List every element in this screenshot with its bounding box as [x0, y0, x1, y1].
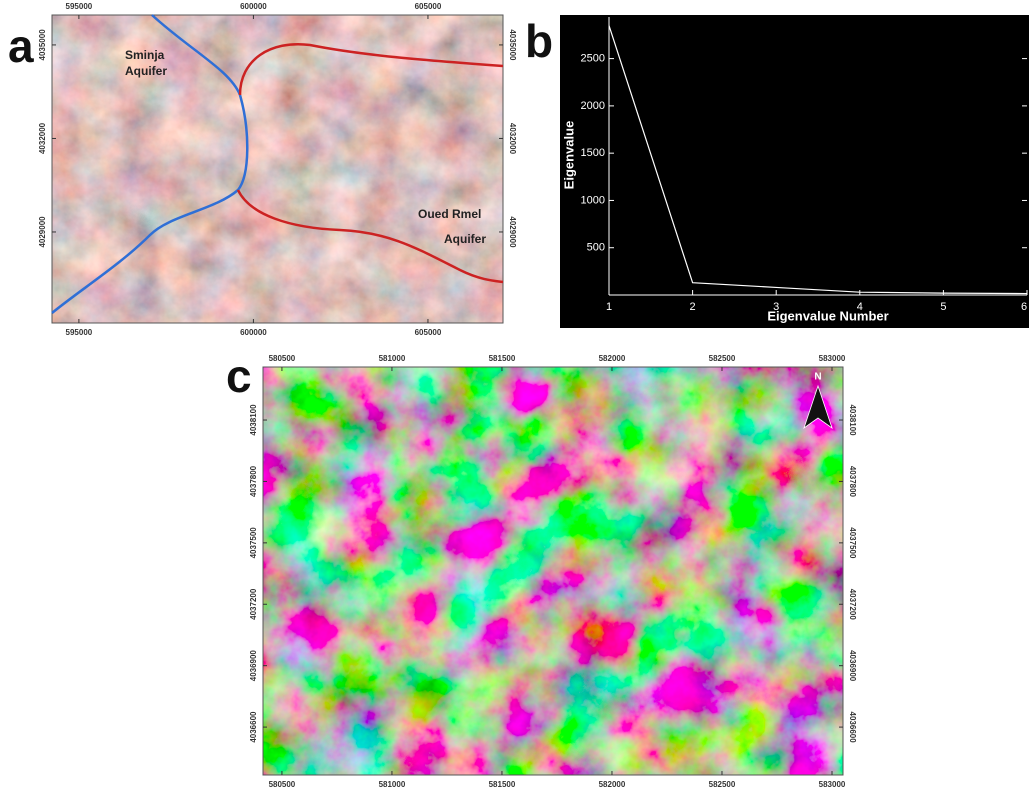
panel-a: a Sminja Aquifer Oued Rmel Aquifer [8, 14, 504, 324]
x-tick-label: 580500 [269, 780, 296, 789]
x-tick-label: 581500 [489, 780, 516, 789]
x-tick-label: 581000 [379, 354, 406, 363]
y-tick-label: 4032000 [508, 123, 517, 155]
x-tick-label: 583000 [819, 354, 846, 363]
x-tick-label: 605000 [415, 328, 442, 337]
x-tick-label: 582000 [599, 780, 626, 789]
y-tick-label: 4036600 [848, 712, 857, 744]
chart-background [560, 15, 1029, 328]
y-tick-label: 4029000 [38, 216, 47, 248]
y-tick-label: 2500 [581, 53, 605, 65]
y-tick-label: 4038100 [848, 404, 857, 436]
annotation: Aquifer [444, 232, 486, 246]
y-tick-label: 500 [587, 242, 605, 254]
x-axis-label: Eigenvalue Number [767, 308, 888, 323]
x-tick-label: 5 [940, 301, 946, 313]
satellite-image [263, 367, 843, 775]
x-tick-label: 581000 [379, 780, 406, 789]
annotation: Aquifer [125, 64, 167, 78]
data-line [608, 25, 1028, 295]
x-tick-label: 605000 [415, 2, 442, 11]
x-tick-label: 581500 [489, 354, 516, 363]
panel-label: b [525, 15, 553, 67]
x-tick-label: 595000 [66, 2, 93, 11]
x-tick-label: 2 [690, 301, 696, 313]
y-tick-label: 4037800 [249, 465, 258, 497]
panel-c: c N [226, 350, 844, 776]
y-tick-label: 4035000 [38, 29, 47, 61]
y-axis-label: Eigenvalue [561, 121, 576, 190]
y-tick-label: 4037500 [249, 527, 258, 559]
y-tick-label: 4032000 [38, 122, 47, 154]
y-tick-label: 2000 [581, 100, 605, 112]
x-tick-label: 583000 [819, 780, 846, 789]
y-tick-label: 4036600 [249, 711, 258, 743]
y-tick-label: 4035000 [508, 29, 517, 61]
panel-b: b Eigenvalue Number Eigenvalue [525, 15, 1029, 328]
x-tick-label: 3 [773, 301, 779, 313]
y-tick-label: 1500 [581, 147, 605, 159]
y-tick-label: 4037500 [848, 527, 857, 559]
panel-label: a [8, 20, 34, 72]
satellite-image [52, 15, 503, 323]
x-tick-label: 582000 [599, 354, 626, 363]
y-tick-label: 4037800 [848, 466, 857, 498]
x-tick-label: 595000 [66, 328, 93, 337]
y-tick-label: 4036900 [249, 650, 258, 682]
x-tick-label: 600000 [240, 2, 267, 11]
y-tick-label: 4036900 [848, 650, 857, 682]
annotation: Oued Rmel [418, 207, 481, 221]
x-tick-label: 1 [606, 301, 612, 313]
y-tick-label: 4029000 [508, 216, 517, 248]
panel-label: c [226, 350, 252, 402]
x-tick-label: 582500 [709, 780, 736, 789]
y-tick-label: 1000 [581, 194, 605, 206]
y-tick-label: 4037200 [848, 589, 857, 621]
annotation: Sminja [125, 48, 165, 62]
north-label: N [814, 372, 821, 383]
x-tick-label: 4 [857, 301, 863, 313]
north-arrow [803, 384, 833, 430]
x-tick-label: 582500 [709, 354, 736, 363]
map-frame [51, 14, 504, 324]
y-tick-label: 4037200 [249, 588, 258, 620]
x-tick-label: 600000 [240, 328, 267, 337]
x-tick-label: 580500 [269, 354, 296, 363]
y-tick-label: 4038100 [249, 404, 258, 436]
x-tick-label: 6 [1021, 301, 1027, 313]
aquifer-boundary [236, 42, 504, 284]
map-frame [262, 366, 844, 776]
